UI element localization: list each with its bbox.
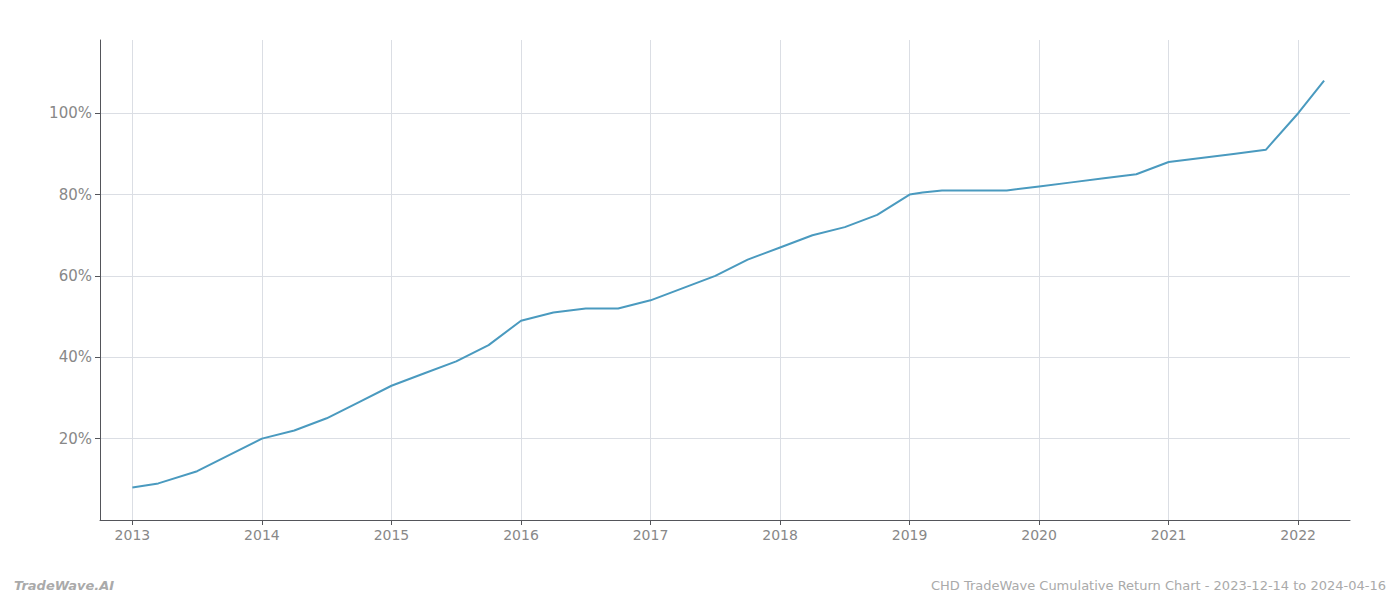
svg-text:TradeWave.AI: TradeWave.AI	[14, 578, 114, 593]
svg-text:2014: 2014	[244, 527, 280, 543]
svg-text:2016: 2016	[503, 527, 539, 543]
svg-text:60%: 60%	[59, 267, 92, 285]
svg-text:2019: 2019	[892, 527, 928, 543]
svg-text:2018: 2018	[762, 527, 798, 543]
svg-text:2017: 2017	[633, 527, 669, 543]
svg-text:2015: 2015	[374, 527, 410, 543]
svg-text:2020: 2020	[1021, 527, 1057, 543]
svg-text:2022: 2022	[1280, 527, 1316, 543]
svg-text:40%: 40%	[59, 348, 92, 366]
svg-text:100%: 100%	[49, 104, 92, 122]
svg-text:2021: 2021	[1151, 527, 1187, 543]
svg-text:CHD TradeWave Cumulative Retur: CHD TradeWave Cumulative Return Chart - …	[931, 578, 1386, 593]
svg-text:80%: 80%	[59, 186, 92, 204]
svg-text:2013: 2013	[115, 527, 151, 543]
svg-text:20%: 20%	[59, 430, 92, 448]
